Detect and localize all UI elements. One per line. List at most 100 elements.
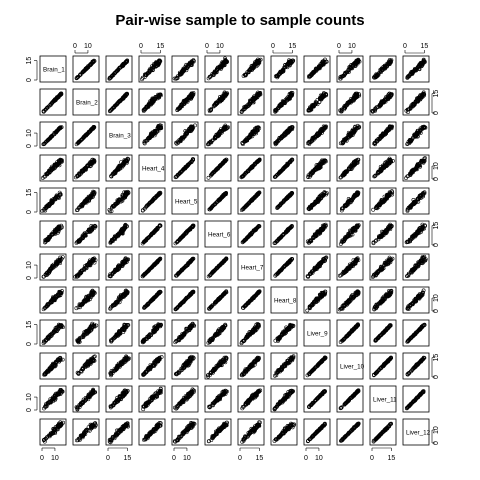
data-point: [223, 126, 228, 131]
data-point: [289, 126, 294, 131]
data-point: [224, 60, 228, 65]
data-point: [319, 63, 324, 68]
data-point: [250, 132, 255, 136]
data-point: [187, 128, 192, 133]
data-point: [215, 133, 220, 138]
data-point: [356, 59, 361, 64]
panel-frame: [72, 88, 100, 116]
data-point: [311, 136, 316, 141]
data-point: [408, 71, 413, 76]
data-point: [406, 74, 411, 78]
data-point: [273, 109, 278, 114]
data-point: [154, 60, 159, 65]
data-point: [223, 58, 228, 63]
data-point: [384, 65, 389, 69]
data-point: [355, 94, 360, 99]
data-point: [147, 68, 152, 73]
data-point: [222, 90, 227, 95]
data-point: [48, 103, 52, 108]
data-point: [246, 70, 251, 75]
data-point: [212, 102, 217, 107]
data-point: [322, 125, 327, 130]
data-point: [324, 59, 329, 64]
data-point: [91, 59, 96, 64]
data-point: [252, 129, 256, 134]
data-point: [113, 71, 118, 75]
data-point: [379, 66, 384, 71]
data-point: [212, 71, 217, 75]
data-point: [417, 62, 422, 67]
data-point: [58, 126, 62, 131]
data-point: [355, 91, 360, 96]
data-point: [411, 101, 416, 106]
data-point: [408, 106, 413, 111]
data-point: [117, 65, 122, 70]
data-point: [284, 129, 289, 134]
data-point: [287, 60, 292, 65]
data-point: [405, 76, 410, 80]
data-point: [381, 100, 386, 105]
data-point: [79, 137, 84, 142]
data-point: [377, 104, 382, 108]
data-point: [314, 100, 319, 105]
data-point: [89, 62, 93, 67]
data-point: [92, 125, 97, 130]
data-point: [284, 64, 289, 69]
data-point: [244, 138, 249, 143]
data-point: [56, 94, 61, 99]
data-point: [287, 58, 292, 63]
data-point: [387, 60, 392, 65]
data-point: [355, 93, 360, 98]
data-point: [116, 100, 121, 105]
data-point: [319, 129, 324, 134]
data-point: [157, 59, 162, 64]
data-point: [87, 129, 92, 134]
data-point: [242, 105, 247, 110]
data-point: [46, 137, 51, 142]
sample-label: Brain_1: [43, 67, 65, 74]
data-point: [115, 68, 120, 73]
data-point: [50, 100, 55, 105]
data-point: [119, 97, 124, 102]
data-point: [153, 95, 158, 100]
data-point: [422, 59, 426, 64]
data-point: [222, 127, 227, 132]
data-point: [41, 109, 46, 114]
data-point: [188, 61, 193, 65]
data-point: [112, 71, 117, 76]
data-point: [115, 101, 120, 106]
data-point: [287, 95, 292, 100]
data-point: [339, 109, 344, 114]
data-point: [306, 108, 311, 112]
data-point: [244, 105, 249, 110]
data-point: [343, 106, 348, 110]
chart-title: Pair-wise sample to sample counts: [115, 12, 365, 29]
data-point: [150, 101, 155, 105]
data-point: [149, 132, 153, 137]
data-point: [277, 137, 282, 142]
data-point: [184, 65, 189, 70]
data-point: [409, 104, 414, 109]
data-point: [251, 65, 255, 70]
data-point: [254, 125, 259, 130]
data-point: [84, 66, 89, 71]
data-point: [147, 70, 152, 75]
panel-frame: [105, 121, 133, 149]
data-point: [279, 103, 284, 108]
data-point: [251, 97, 256, 102]
data-point: [176, 140, 181, 145]
data-point: [307, 140, 312, 145]
data-point: [349, 98, 354, 103]
data-point: [120, 63, 125, 68]
data-point: [375, 72, 380, 77]
data-point: [156, 124, 161, 128]
data-point: [123, 93, 127, 98]
data-point: [218, 64, 223, 69]
data-point: [120, 63, 125, 67]
data-point: [346, 67, 351, 72]
data-point: [208, 108, 213, 113]
data-point: [145, 71, 150, 76]
data-point: [310, 71, 315, 76]
data-point: [189, 94, 194, 99]
sample-label: Heart_4: [142, 166, 165, 173]
